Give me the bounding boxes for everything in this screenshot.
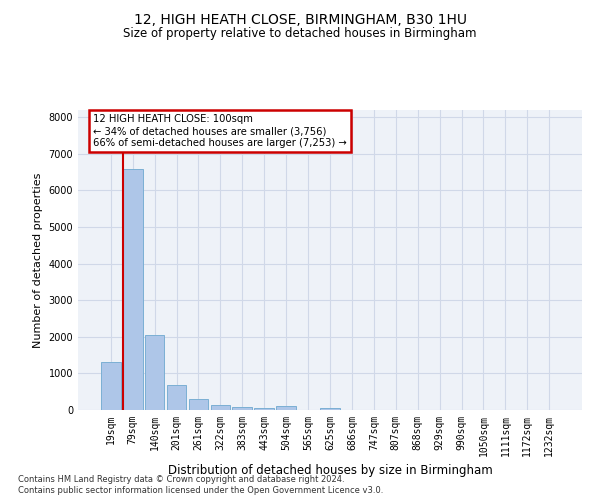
Bar bbox=[320, 408, 340, 410]
Bar bbox=[145, 335, 164, 410]
Text: Size of property relative to detached houses in Birmingham: Size of property relative to detached ho… bbox=[123, 28, 477, 40]
Bar bbox=[167, 385, 187, 410]
Bar bbox=[254, 408, 274, 410]
Text: Contains public sector information licensed under the Open Government Licence v3: Contains public sector information licen… bbox=[18, 486, 383, 495]
Bar bbox=[276, 406, 296, 410]
Bar bbox=[188, 400, 208, 410]
Bar bbox=[211, 404, 230, 410]
Bar bbox=[232, 407, 252, 410]
Bar bbox=[101, 362, 121, 410]
X-axis label: Distribution of detached houses by size in Birmingham: Distribution of detached houses by size … bbox=[167, 464, 493, 477]
Bar bbox=[123, 168, 143, 410]
Text: 12 HIGH HEATH CLOSE: 100sqm
← 34% of detached houses are smaller (3,756)
66% of : 12 HIGH HEATH CLOSE: 100sqm ← 34% of det… bbox=[93, 114, 347, 148]
Text: 12, HIGH HEATH CLOSE, BIRMINGHAM, B30 1HU: 12, HIGH HEATH CLOSE, BIRMINGHAM, B30 1H… bbox=[133, 12, 467, 26]
Y-axis label: Number of detached properties: Number of detached properties bbox=[33, 172, 43, 348]
Text: Contains HM Land Registry data © Crown copyright and database right 2024.: Contains HM Land Registry data © Crown c… bbox=[18, 475, 344, 484]
